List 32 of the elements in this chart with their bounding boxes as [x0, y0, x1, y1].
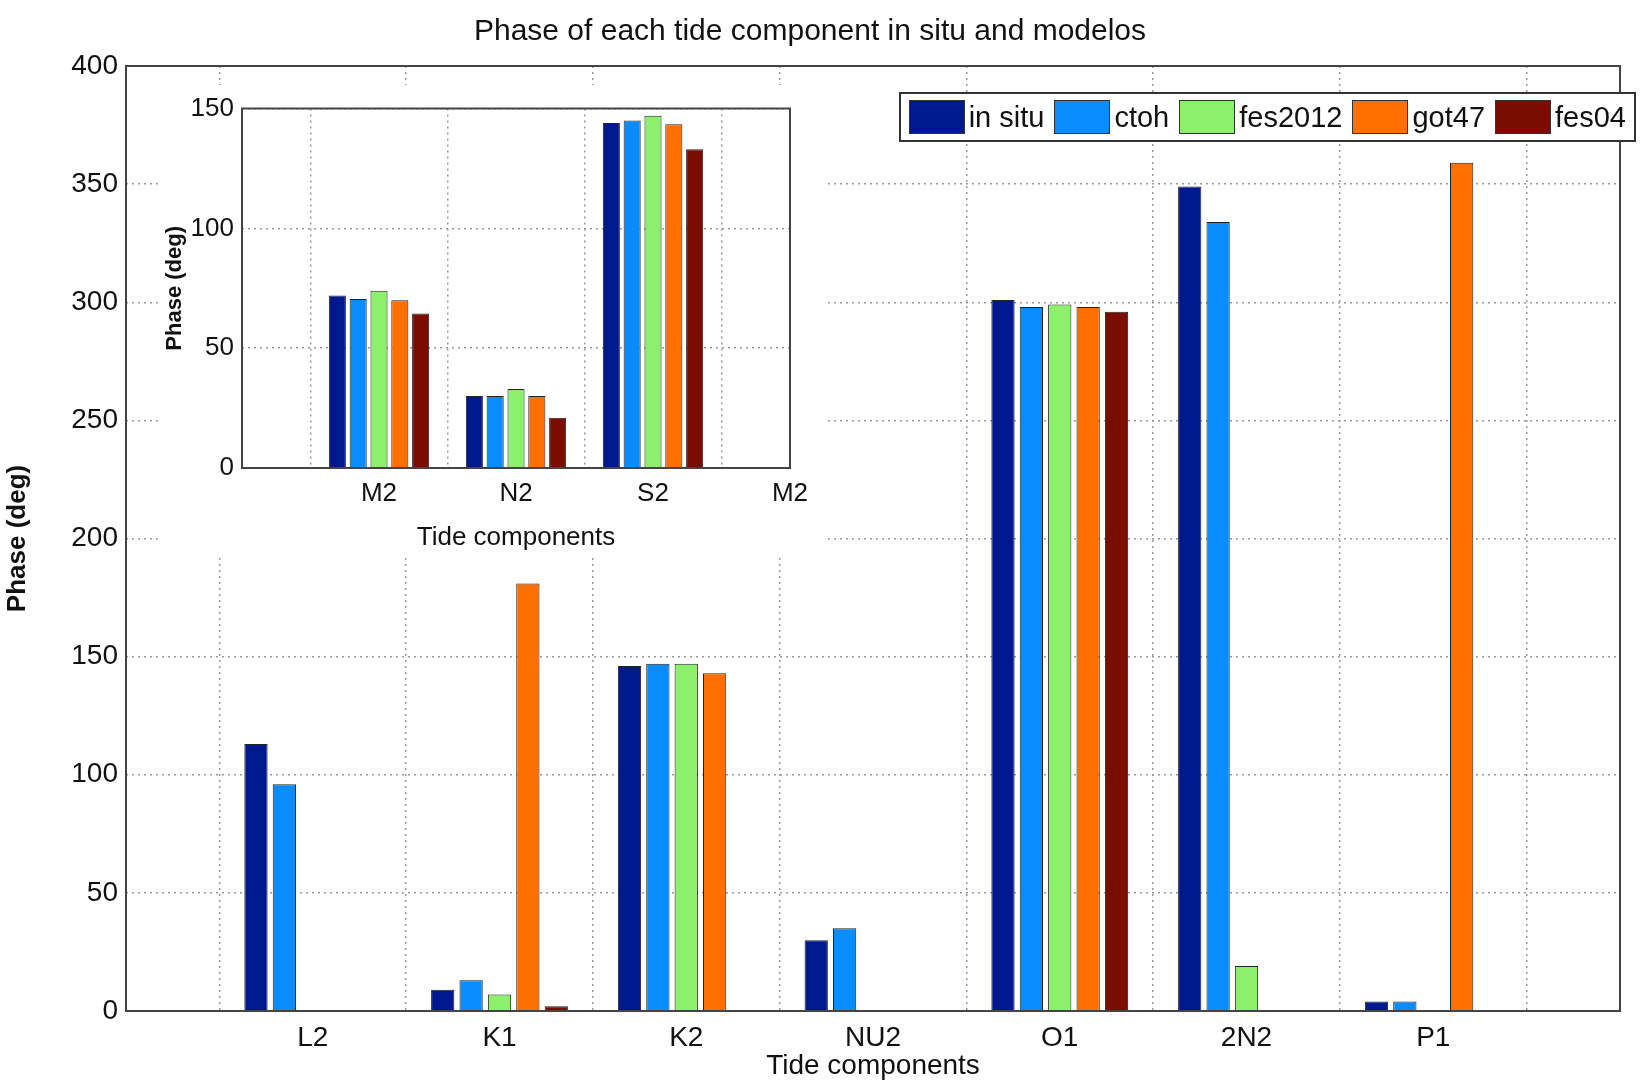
y-tick-label: 250 [71, 403, 118, 435]
y-tick-label: 50 [86, 875, 118, 907]
y-tick-label: 100 [71, 757, 118, 789]
x-tick-label: K1 [482, 1020, 517, 1052]
x-tick-label: M2 [360, 476, 398, 507]
x-tick-label: P1 [1416, 1020, 1451, 1052]
legend-label: got47 [1412, 100, 1486, 134]
y-tick-label: 300 [71, 284, 118, 316]
x-tick-label: S2 [637, 476, 669, 507]
y-tick-label: 200 [71, 521, 118, 553]
y-axis-title: Phase (deg) [0, 464, 31, 613]
y-tick-label: 150 [190, 91, 234, 122]
x-tick-label: N2 [499, 476, 533, 507]
legend-label: in situ [968, 100, 1045, 134]
x-tick-label: K2 [669, 1020, 704, 1052]
legend-label: fes2012 [1239, 100, 1343, 134]
chart-title: Phase of each tide component in situ and modelos [473, 13, 1147, 47]
x-tick-label: O1 [1041, 1020, 1079, 1052]
x-tick-label: L2 [297, 1020, 329, 1052]
legend-label: ctoh [1114, 100, 1170, 134]
y-tick-label: 150 [71, 639, 118, 671]
x-tick-label: M2 [771, 476, 809, 507]
legend-label: fes04 [1555, 100, 1626, 134]
y-tick-label: 50 [205, 331, 234, 362]
y-tick-label: 0 [102, 993, 118, 1025]
y-tick-label: 350 [71, 166, 118, 198]
y-tick-label: 100 [190, 211, 234, 242]
x-tick-label: 2N2 [1220, 1020, 1273, 1052]
x-axis-title: Tide components [416, 520, 616, 551]
y-tick-label: 0 [219, 451, 234, 482]
y-axis-title: Phase (deg) [161, 225, 187, 351]
y-tick-label: 400 [71, 48, 118, 80]
